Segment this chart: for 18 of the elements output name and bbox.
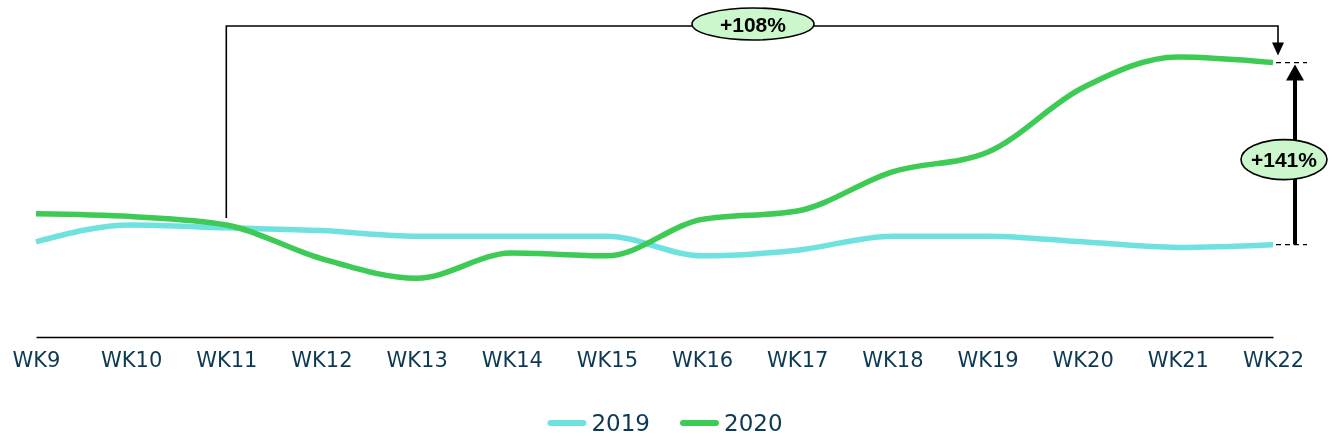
x-tick-label: WK9 [12,347,61,372]
x-tick-label: WK10 [101,347,163,372]
x-tick-label: WK17 [767,347,829,372]
x-tick-label: WK12 [291,347,353,372]
x-tick-label: WK15 [576,347,639,372]
legend-label: 2019 [591,410,650,437]
x-tick-label: WK18 [862,347,924,372]
x-tick-label: WK16 [671,347,734,372]
x-tick-label: WK22 [1242,347,1305,372]
x-tick-label: WK13 [386,347,448,372]
annotation: +141% [1251,148,1318,172]
x-tick-label: WK21 [1147,347,1209,372]
legend-label: 2020 [724,410,783,437]
x-tick-label: WK20 [1052,347,1114,372]
x-tick-label: WK11 [196,347,258,372]
x-tick-label: WK14 [481,347,543,372]
text: +108% [720,12,787,36]
x-tick-label: WK19 [957,347,1019,372]
